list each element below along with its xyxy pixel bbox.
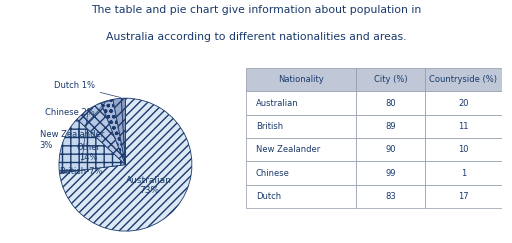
Text: Chinese 2%: Chinese 2% xyxy=(45,99,115,117)
Text: City (%): City (%) xyxy=(374,75,407,84)
FancyBboxPatch shape xyxy=(246,138,356,161)
Text: Australian: Australian xyxy=(256,99,298,108)
Wedge shape xyxy=(101,99,125,165)
FancyBboxPatch shape xyxy=(425,115,502,138)
FancyBboxPatch shape xyxy=(356,138,425,161)
FancyBboxPatch shape xyxy=(246,161,356,185)
FancyBboxPatch shape xyxy=(356,68,425,91)
FancyBboxPatch shape xyxy=(356,161,425,185)
Text: 80: 80 xyxy=(385,99,396,108)
Text: 89: 89 xyxy=(385,122,396,131)
FancyBboxPatch shape xyxy=(425,68,502,91)
FancyBboxPatch shape xyxy=(425,91,502,115)
FancyBboxPatch shape xyxy=(425,185,502,208)
Text: Nationality: Nationality xyxy=(278,75,324,84)
Text: 17: 17 xyxy=(458,192,468,201)
Text: 83: 83 xyxy=(385,192,396,201)
Text: Dutch: Dutch xyxy=(256,192,281,201)
Wedge shape xyxy=(77,103,125,165)
Wedge shape xyxy=(59,119,125,173)
Text: Australian
73%: Australian 73% xyxy=(126,176,172,195)
FancyBboxPatch shape xyxy=(246,91,356,115)
Text: 11: 11 xyxy=(458,122,468,131)
Text: The table and pie chart give information about population in: The table and pie chart give information… xyxy=(91,5,421,15)
FancyBboxPatch shape xyxy=(356,91,425,115)
FancyBboxPatch shape xyxy=(356,185,425,208)
Text: British: British xyxy=(256,122,283,131)
FancyBboxPatch shape xyxy=(356,115,425,138)
Text: New Zealander: New Zealander xyxy=(256,145,320,154)
Text: 90: 90 xyxy=(385,145,396,154)
Text: 20: 20 xyxy=(458,99,468,108)
Wedge shape xyxy=(59,98,192,231)
Text: British-7%: British-7% xyxy=(59,113,102,176)
FancyBboxPatch shape xyxy=(246,185,356,208)
Text: Other
14%: Other 14% xyxy=(77,143,101,163)
Text: 99: 99 xyxy=(385,169,396,178)
Text: Chinese: Chinese xyxy=(256,169,290,178)
FancyBboxPatch shape xyxy=(425,161,502,185)
FancyBboxPatch shape xyxy=(246,115,356,138)
FancyBboxPatch shape xyxy=(425,138,502,161)
Text: New Zealander
3%: New Zealander 3% xyxy=(40,103,105,150)
FancyBboxPatch shape xyxy=(246,68,356,91)
Text: 1: 1 xyxy=(461,169,466,178)
Text: Countryside (%): Countryside (%) xyxy=(430,75,497,84)
Wedge shape xyxy=(121,98,125,165)
Text: Dutch 1%: Dutch 1% xyxy=(54,81,121,97)
Text: 10: 10 xyxy=(458,145,468,154)
Text: Australia according to different nationalities and areas.: Australia according to different nationa… xyxy=(106,32,406,42)
Wedge shape xyxy=(113,98,125,165)
